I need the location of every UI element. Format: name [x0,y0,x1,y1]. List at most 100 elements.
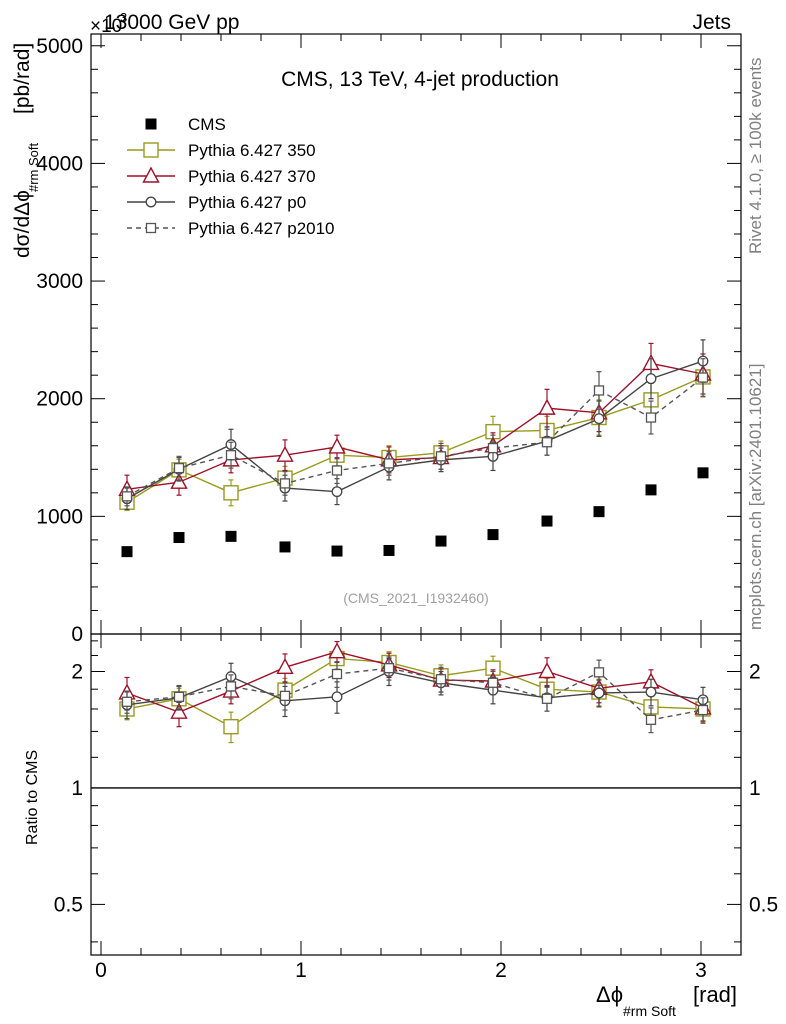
data-point [331,668,343,680]
y-tick-label: 4000 [36,152,83,175]
data-point [225,681,237,692]
ratio-y-axis-label: Ratio to CMS [24,750,41,845]
data-point [142,166,160,183]
header-right-label: Jets [692,11,731,34]
ratio-y-tick-label: 1 [71,777,83,800]
legend: CMS Pythia 6.427 350 Pythia 6.427 370 Pythi… [127,115,335,238]
series-pythia-6-427-p0 [121,657,709,720]
y-axis-label-main: dσ/dΔϕ [11,190,34,258]
x-tick-label: 1 [295,959,307,982]
legend-item: Pythia 6.427 p2010 [127,219,335,238]
rivet-label: Rivet 4.1.0, ≥ 100k events [746,58,765,254]
ratio-y-tick-label-right: 1 [749,777,761,800]
data-point [223,485,239,501]
plot-title: CMS, 13 TeV, 4-jet production [281,68,559,91]
data-point [276,657,294,675]
data-point [593,385,605,396]
data-point [593,667,605,678]
data-point [487,677,499,688]
data-point [145,222,157,234]
y-tick-label: 1000 [36,505,83,528]
y-axis-label-sub: #rm Soft [26,142,41,192]
data-point [541,437,553,448]
series-line [126,376,704,503]
data-point [593,413,605,425]
legend-item: Pythia 6.427 350 [127,141,316,160]
series-pythia-6-427-370 [118,342,712,505]
data-point [435,535,447,547]
legend-item: CMS [145,115,226,134]
data-point [435,451,447,462]
data-point [487,442,499,454]
ratio-y-tick-label-right: 0.5 [749,893,778,916]
data-point [593,506,605,518]
main-x-ticks [100,34,742,634]
data-point [383,544,395,556]
data-point [331,691,343,703]
data-point [121,696,133,707]
data-point [328,437,346,454]
data-point [538,662,556,679]
series-cms [121,467,709,558]
legend-label: Pythia 6.427 350 [188,141,316,160]
x-axis-label-sub: #rm Soft [623,1003,676,1019]
y-tick-label: 0 [71,623,83,646]
data-point [645,484,657,496]
main-y-axis-label: dσ/dΔϕ #rm Soft [pb/rad] [11,43,41,258]
y-axis-label-unit: [pb/rad] [11,43,34,114]
data-point [121,546,133,558]
data-point [225,530,237,542]
data-point [279,478,291,489]
data-point [383,663,395,674]
series-line [126,670,704,706]
x-axis-label: Δϕ #rm Soft [rad] [596,982,737,1019]
data-point [145,118,157,130]
data-point [645,373,657,385]
main-y-axis: 0 1000 2000 3000 4000 5000 [36,35,741,646]
ratio-y-tick-label: 2 [71,660,83,683]
ratio-y-tick-label: 0.5 [54,893,83,916]
legend-label: CMS [188,115,226,134]
ratio-y-tick-label-right: 2 [749,660,761,683]
data-point [173,532,185,544]
data-point [645,714,657,725]
series-line [126,360,704,500]
ratio-panel-frame [90,633,742,956]
data-point [331,545,343,557]
legend-label: Pythia 6.427 370 [188,167,316,186]
data-point [143,142,159,158]
data-point [331,486,343,498]
data-point [170,702,188,719]
series-pythia-6-427-350 [119,648,711,744]
data-point [538,398,556,415]
series-line [126,362,704,490]
data-point [383,458,395,469]
y-tick-label: 3000 [36,270,83,293]
x-tick-label: 3 [695,959,707,982]
header-left-label: 13000 GeV pp [104,11,239,34]
data-point [328,642,346,659]
data-point [541,515,553,527]
legend-item: Pythia 6.427 370 [127,166,316,186]
analysis-tag: (CMS_2021_I1932460) [343,590,489,606]
data-point [145,196,157,208]
data-point [541,693,553,704]
series-line [126,657,704,728]
data-point [279,541,291,553]
series-pythia-6-427-p2010 [121,656,709,734]
legend-label: Pythia 6.427 p2010 [188,219,335,238]
data-point [276,445,294,462]
y-tick-label: 2000 [36,388,83,411]
data-point [697,704,709,716]
ratio-x-axis: 0 1 2 3 [95,634,742,982]
data-point [173,462,185,474]
x-tick-label: 2 [495,959,507,982]
data-point [121,491,133,502]
series-line [126,667,704,721]
y-exponent-label: ×10 [90,16,122,37]
data-point [331,465,343,476]
data-point [223,718,239,735]
ratio-y-axis: 0.5 0.5 1 1 2 2 [54,640,778,943]
y-exponent-power: 3 [120,10,127,25]
series-line [126,650,704,713]
